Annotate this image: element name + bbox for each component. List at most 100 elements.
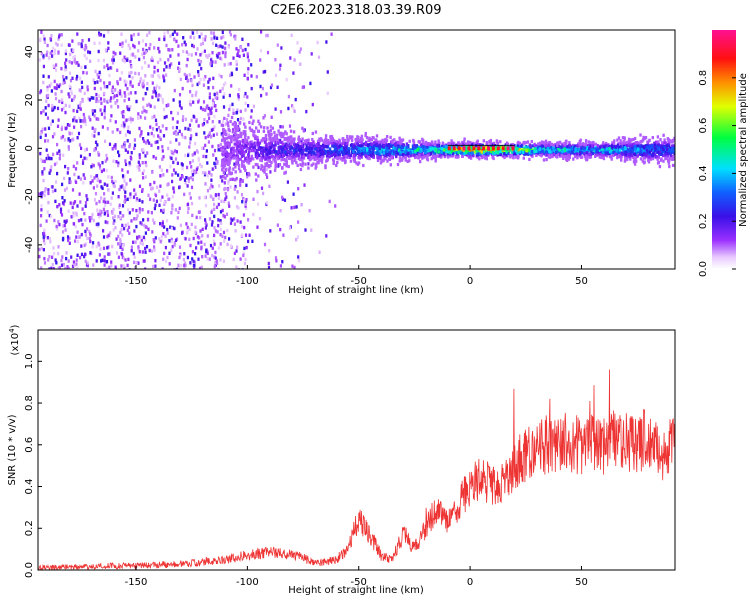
- spectrogram-cell: [468, 144, 472, 148]
- spectrogram-cell: [47, 139, 50, 143]
- spectrogram-cell: [50, 82, 53, 86]
- spectrogram-cell: [91, 133, 94, 137]
- spectrogram-cell: [202, 154, 205, 159]
- spectrogram-cell: [107, 99, 110, 103]
- spectrogram-cell: [204, 203, 208, 208]
- spectrogram-cell: [216, 55, 219, 59]
- spectrogram-cell: [232, 108, 235, 112]
- spectrogram-cell: [201, 41, 204, 46]
- spectrogram-cell: [619, 139, 622, 143]
- spectrogram-cell: [643, 152, 646, 156]
- spectrogram-cell: [214, 250, 217, 255]
- spectrogram-cell: [220, 57, 223, 61]
- spectrogram-cell: [40, 246, 43, 251]
- spectrogram-cell: [169, 225, 172, 229]
- spectrogram-cell: [673, 146, 675, 150]
- spectrogram-cell: [68, 177, 71, 181]
- spectrogram-cell: [98, 253, 101, 257]
- spectrogram-cell: [158, 50, 161, 54]
- spectrogram-cell: [186, 225, 189, 230]
- spectrogram-cell: [219, 210, 223, 214]
- spectrogram-cell: [379, 140, 382, 144]
- spectrogram-cell: [479, 150, 482, 154]
- spectrogram-cell: [101, 125, 104, 129]
- spectrogram-cell: [269, 124, 272, 129]
- spectrogram-cell: [40, 204, 43, 208]
- spectrogram-cell: [61, 182, 64, 187]
- spectrogram-cell: [246, 71, 249, 75]
- spectrogram-cell: [459, 142, 462, 146]
- spectrogram-cell: [71, 39, 74, 43]
- spectrogram-cell: [273, 145, 276, 150]
- spectrogram-cell: [175, 39, 178, 44]
- spectrogram-cell: [41, 172, 44, 176]
- spectrogram-cell: [267, 265, 271, 269]
- spectrogram-cell: [298, 150, 301, 155]
- spectrogram-cell: [237, 206, 240, 210]
- spectrogram-cell: [77, 42, 80, 46]
- spectrogram-cell: [372, 147, 376, 151]
- spectrogram-cell: [103, 105, 106, 109]
- spectrogram-cell: [608, 152, 611, 156]
- spectrogram-cell: [378, 151, 382, 155]
- spectrogram-cell: [99, 72, 102, 77]
- spectrogram-cell: [91, 179, 94, 183]
- spectrogram-cell: [111, 211, 114, 215]
- spectrogram-cell: [193, 151, 196, 155]
- spectrogram-cell: [296, 146, 299, 150]
- spectrogram-cell: [146, 103, 149, 107]
- spectrogram-cell: [76, 136, 79, 140]
- spectrogram-cell: [384, 142, 388, 146]
- spectrogram-cell: [223, 215, 226, 219]
- spectrogram-cell: [216, 230, 219, 234]
- spectrogram-cell: [123, 99, 126, 103]
- spectrogram-cell: [291, 264, 294, 268]
- spectrogram-cell: [461, 154, 464, 158]
- spectrogram-cell: [375, 140, 378, 144]
- spectrogram-cell: [256, 143, 259, 147]
- spectrogram-cell: [263, 165, 266, 170]
- spectrogram-cell: [460, 147, 463, 151]
- spectrogram-cell: [72, 97, 75, 101]
- spectrogram-cell: [83, 156, 86, 160]
- spectrogram-cell: [555, 141, 559, 145]
- spectrogram-cell: [48, 213, 51, 218]
- spectrogram-cell: [213, 255, 216, 259]
- spectrogram-cell: [148, 141, 151, 145]
- spectrogram-cell: [257, 174, 260, 178]
- spectrogram-cell: [292, 142, 296, 146]
- spectrogram-cell: [190, 53, 193, 57]
- spectrogram-cell: [63, 176, 66, 181]
- spectrogram-cell: [464, 142, 468, 146]
- spectrogram-cell: [89, 219, 92, 223]
- spectrogram-cell: [57, 84, 61, 89]
- spectrogram-cell: [274, 256, 278, 260]
- spectrogram-cell: [350, 138, 354, 142]
- spectrogram-cell: [408, 139, 411, 143]
- spectrogram-cell: [400, 158, 404, 162]
- spectrogram-cell: [134, 192, 137, 196]
- spectrogram-cell: [210, 106, 213, 110]
- spectrogram-cell: [189, 196, 192, 200]
- spectrogram-cell: [247, 154, 250, 158]
- spectrogram-cell: [150, 211, 153, 215]
- spectrogram-cell: [51, 103, 54, 108]
- spectrogram-cell: [627, 143, 630, 147]
- spectrogram-cell: [268, 156, 271, 160]
- spectrogram-cell: [153, 180, 156, 185]
- spectrogram-cell: [291, 161, 294, 165]
- spectrogram-cell: [422, 139, 425, 143]
- spectrogram-cell: [245, 144, 248, 148]
- spectrogram-cell: [130, 151, 133, 155]
- spectrogram-cell: [204, 108, 207, 112]
- spectrogram-cell: [244, 91, 247, 96]
- spectrogram-cell: [127, 92, 130, 96]
- spectrogram-cell: [368, 146, 372, 150]
- spectrogram-cell: [270, 115, 273, 119]
- spectrogram-cell: [114, 88, 117, 92]
- spectrogram-cell: [102, 58, 105, 63]
- spectrogram-cell: [141, 171, 144, 176]
- spectrogram-cell: [428, 152, 431, 157]
- spectrogram-cell: [172, 160, 175, 165]
- spectrogram-cell: [236, 146, 239, 151]
